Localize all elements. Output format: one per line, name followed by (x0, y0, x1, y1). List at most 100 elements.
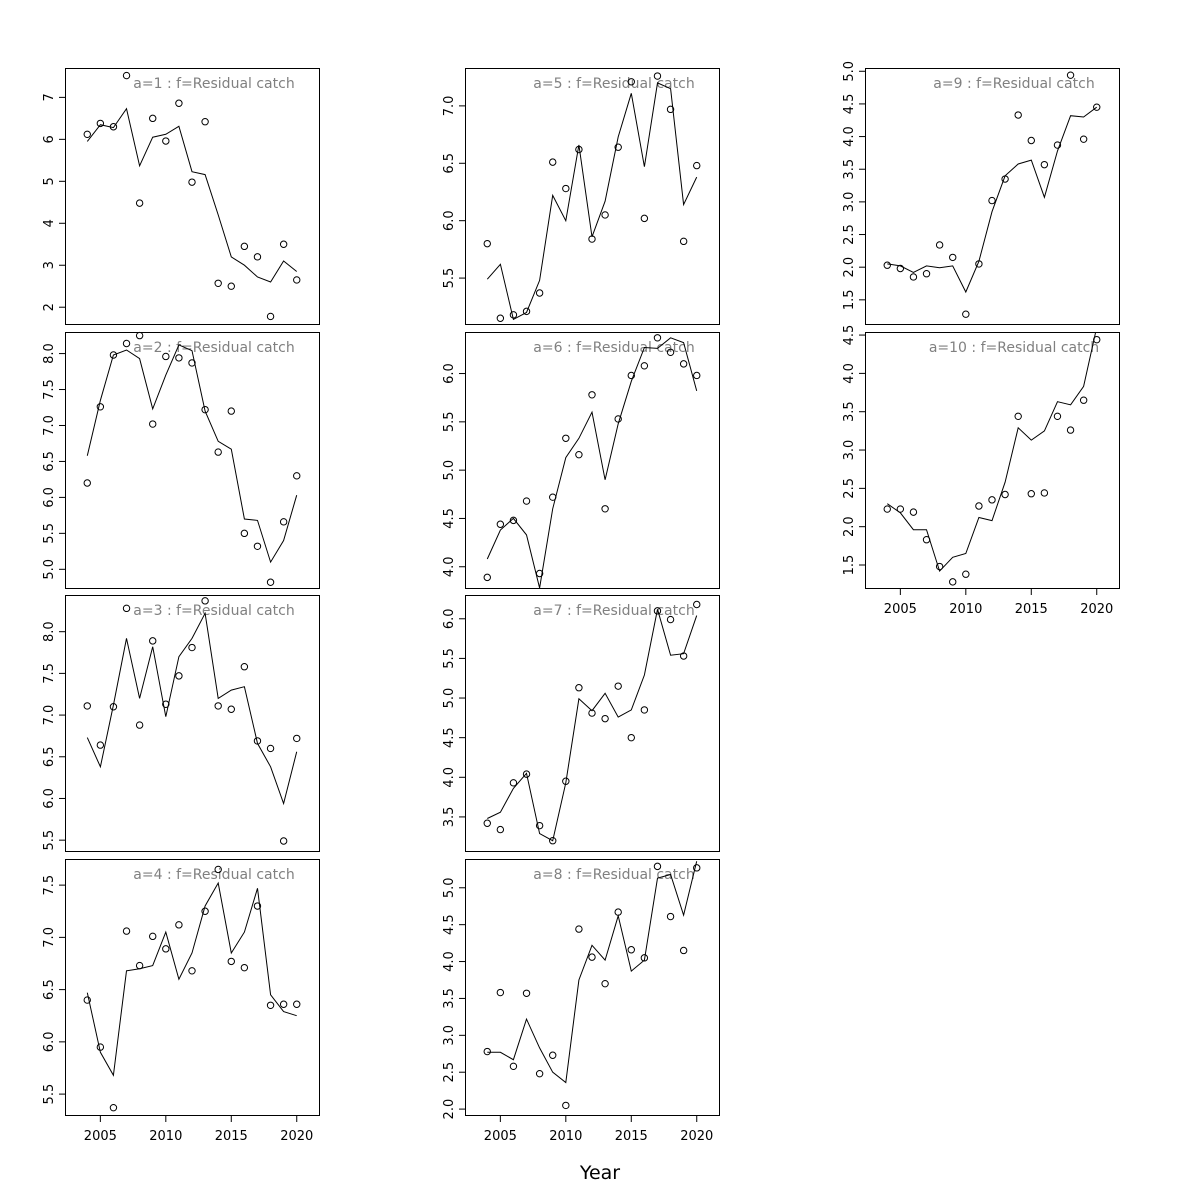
y-tick-label: 2 (42, 303, 57, 311)
observed-point (909, 273, 918, 281)
observed-point (240, 663, 249, 671)
fitted-line (487, 861, 698, 1084)
y-tick-label: 5.5 (42, 1084, 57, 1105)
panels-group: 2 3 4 5 6 7 a=1 : f=Residual catch 5.0 5.5 6.0 6.5… (42, 61, 1120, 1144)
observed-point (149, 420, 157, 428)
y-tick-label: 3.5 (842, 159, 857, 180)
x-tick-label: 2010 (949, 602, 982, 617)
plot-area (887, 332, 1097, 573)
observed-point (214, 448, 222, 456)
observed-point (949, 253, 957, 262)
observed-point (693, 864, 701, 872)
observed-point (240, 242, 249, 251)
observed-point (266, 578, 275, 586)
observed-point (188, 967, 196, 975)
fitted-line (86, 107, 298, 283)
y-tick-label: 3.0 (842, 440, 857, 461)
observed-point (175, 354, 183, 362)
observed-point (549, 1051, 557, 1059)
observed-point (227, 957, 235, 966)
fitted-line (86, 344, 298, 564)
observed-point (588, 235, 596, 243)
observed-point (562, 777, 570, 785)
observed-point (614, 143, 622, 151)
observed-point (83, 996, 91, 1004)
x-tick-label: 2015 (615, 1129, 648, 1144)
panel-frame (865, 332, 1120, 589)
observed-point (162, 352, 170, 361)
observed-point (201, 597, 209, 605)
y-tick-label: 5.0 (442, 877, 457, 898)
y-tick-label: 4.5 (442, 914, 457, 935)
observed-point (96, 403, 105, 411)
observed-point (509, 516, 518, 525)
observed-point (188, 359, 196, 367)
observed-point (693, 371, 701, 380)
observed-point (627, 371, 635, 380)
observed-point (522, 497, 531, 505)
observed-point (1066, 71, 1075, 79)
observed-point (109, 351, 118, 359)
observed-point (227, 705, 235, 713)
observed-point (922, 270, 931, 278)
observed-point (240, 529, 249, 538)
panel-frame (465, 332, 720, 589)
observed-point (135, 331, 144, 340)
observed-point (653, 334, 662, 342)
observed-point (975, 502, 983, 510)
observed-point (601, 714, 609, 723)
y-tick-label: 7.5 (42, 663, 57, 684)
panel-title: a=4 : f=Residual catch (133, 867, 294, 883)
observed-point (149, 637, 157, 645)
y-tick-label: 2.0 (842, 516, 857, 537)
observed-point (279, 837, 288, 845)
observed-point (509, 779, 518, 787)
observed-point (562, 434, 570, 442)
observed-point (1066, 426, 1075, 434)
y-tick-label: 7.0 (42, 927, 57, 948)
observed-point (614, 415, 622, 423)
observed-point (483, 1047, 491, 1056)
observed-point (666, 105, 675, 114)
observed-point (935, 241, 944, 249)
observed-point (575, 684, 583, 692)
observed-point (693, 161, 701, 170)
y-tick-label: 2.5 (842, 478, 857, 499)
fitted-line (487, 609, 698, 842)
observed-point (666, 615, 675, 624)
panel-frame (65, 332, 320, 589)
x-tick-label: 2015 (215, 1129, 248, 1144)
observed-point (483, 819, 491, 827)
plot-area (487, 609, 698, 842)
observed-point (975, 260, 983, 268)
observed-point (293, 472, 301, 480)
observed-point (1040, 489, 1049, 497)
observed-point (883, 261, 891, 269)
x-tick-label: 2005 (884, 602, 917, 617)
panel-title: a=7 : f=Residual catch (533, 603, 694, 619)
observed-point (496, 520, 505, 528)
y-tick-label: 5 (42, 177, 57, 185)
y-tick-label: 7.0 (42, 415, 57, 436)
observed-point (122, 71, 131, 80)
x-tick-label: 2020 (1080, 602, 1113, 617)
y-tick-label: 8.0 (42, 621, 57, 642)
y-tick-label: 4 (42, 219, 57, 227)
observed-point (883, 505, 891, 513)
y-tick-label: 4.5 (442, 508, 457, 529)
plot-area (86, 881, 297, 1077)
x-tick-label: 2020 (280, 1129, 313, 1144)
observed-point (293, 276, 301, 284)
observed-point (535, 1069, 544, 1078)
x-tick-label: 2020 (680, 1129, 713, 1144)
observed-point (988, 496, 996, 504)
observed-point (601, 979, 609, 988)
panel-a10: 1.5 2.0 2.5 3.0 3.5 4.0 4.5 2005 2010 2015 2020 a=1… (842, 325, 1120, 617)
fitted-line (887, 106, 1097, 294)
fitted-line (486, 337, 698, 588)
observed-point (562, 184, 570, 193)
observed-point (279, 240, 288, 248)
observed-point (1014, 412, 1022, 421)
observed-point (253, 902, 262, 910)
observed-point (1027, 136, 1035, 145)
